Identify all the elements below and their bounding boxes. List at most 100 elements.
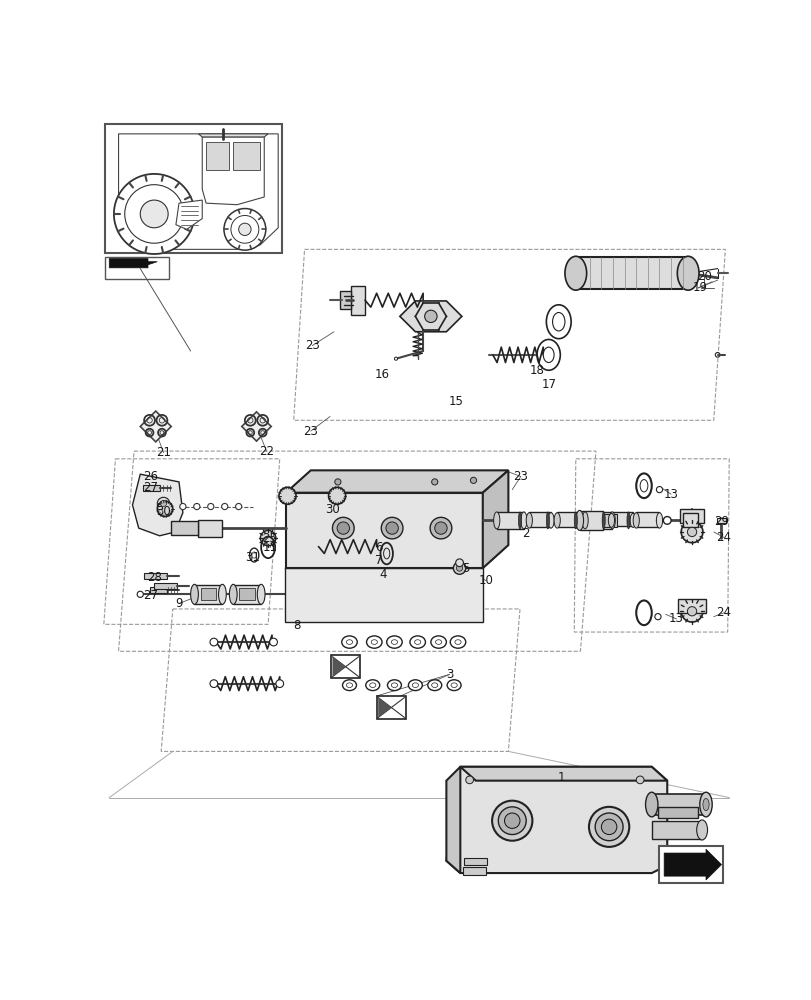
Text: 29: 29 [713, 515, 728, 528]
Circle shape [230, 215, 259, 243]
Ellipse shape [431, 636, 446, 648]
Bar [200, 588, 216, 600]
Circle shape [157, 501, 173, 517]
Polygon shape [663, 849, 721, 880]
Circle shape [332, 517, 354, 539]
Circle shape [504, 813, 519, 828]
Ellipse shape [449, 636, 466, 648]
Polygon shape [446, 767, 667, 873]
Ellipse shape [229, 584, 237, 604]
Circle shape [714, 353, 719, 357]
Bar [462, 867, 485, 875]
Polygon shape [285, 493, 483, 568]
Polygon shape [378, 698, 391, 718]
Ellipse shape [454, 640, 461, 644]
Circle shape [636, 776, 643, 784]
Circle shape [210, 680, 217, 687]
Bar [677, 599, 705, 613]
Ellipse shape [626, 512, 629, 529]
Circle shape [276, 680, 283, 687]
Ellipse shape [412, 683, 418, 687]
Circle shape [466, 776, 473, 784]
Text: 27: 27 [144, 589, 158, 602]
Ellipse shape [447, 680, 461, 691]
Bar [657, 807, 697, 818]
Text: 30: 30 [324, 503, 340, 516]
Ellipse shape [546, 512, 549, 529]
Ellipse shape [391, 640, 397, 644]
Ellipse shape [342, 680, 356, 691]
Bar [350, 286, 365, 315]
Circle shape [434, 522, 447, 534]
Ellipse shape [435, 640, 441, 644]
Ellipse shape [526, 513, 532, 528]
Ellipse shape [696, 820, 706, 840]
Text: 30: 30 [156, 505, 170, 518]
Circle shape [114, 174, 195, 254]
Text: 6: 6 [375, 541, 382, 554]
Text: 24: 24 [715, 531, 731, 544]
Ellipse shape [575, 510, 583, 530]
Ellipse shape [410, 636, 425, 648]
Ellipse shape [553, 513, 560, 528]
Ellipse shape [536, 339, 560, 370]
Ellipse shape [366, 636, 382, 648]
Polygon shape [198, 134, 268, 137]
Text: 13: 13 [668, 612, 683, 625]
Ellipse shape [414, 640, 420, 644]
Circle shape [157, 497, 169, 510]
Circle shape [663, 517, 671, 524]
Bar [195, 585, 222, 604]
Ellipse shape [346, 640, 352, 644]
Circle shape [140, 200, 168, 228]
Text: 16: 16 [374, 368, 389, 381]
Circle shape [235, 503, 242, 510]
Circle shape [385, 522, 398, 534]
Circle shape [328, 487, 345, 504]
Circle shape [719, 518, 723, 523]
Polygon shape [399, 301, 461, 332]
Bar [659, 846, 722, 883]
Circle shape [238, 223, 251, 235]
Polygon shape [118, 134, 278, 249]
Ellipse shape [218, 584, 226, 604]
Circle shape [279, 487, 296, 504]
Text: 15: 15 [448, 395, 463, 408]
Polygon shape [446, 767, 460, 873]
Text: 24: 24 [715, 606, 731, 619]
Bar [651, 821, 702, 839]
Ellipse shape [386, 636, 401, 648]
Bar [233, 585, 261, 604]
Text: 2: 2 [521, 527, 529, 540]
Polygon shape [206, 142, 229, 170]
Polygon shape [109, 259, 157, 268]
Ellipse shape [602, 512, 604, 529]
Ellipse shape [257, 584, 264, 604]
Ellipse shape [629, 513, 636, 527]
Text: 23: 23 [513, 470, 528, 483]
Ellipse shape [427, 680, 441, 691]
Bar [529, 512, 551, 527]
Polygon shape [242, 412, 271, 441]
Ellipse shape [551, 312, 564, 331]
Text: 10: 10 [478, 574, 493, 587]
Text: 26: 26 [144, 470, 158, 483]
Circle shape [125, 185, 183, 243]
Polygon shape [202, 137, 264, 205]
Circle shape [498, 807, 526, 835]
Ellipse shape [543, 347, 553, 363]
Circle shape [424, 310, 436, 323]
Bar [579, 511, 603, 530]
Circle shape [430, 517, 451, 539]
Ellipse shape [191, 584, 198, 604]
Ellipse shape [676, 256, 698, 290]
Bar [603, 514, 616, 527]
Circle shape [224, 209, 265, 250]
Circle shape [601, 819, 616, 835]
Circle shape [381, 517, 402, 539]
Ellipse shape [391, 683, 397, 687]
Ellipse shape [251, 552, 256, 558]
Ellipse shape [575, 513, 581, 528]
Ellipse shape [450, 683, 457, 687]
Text: 19: 19 [693, 281, 707, 294]
